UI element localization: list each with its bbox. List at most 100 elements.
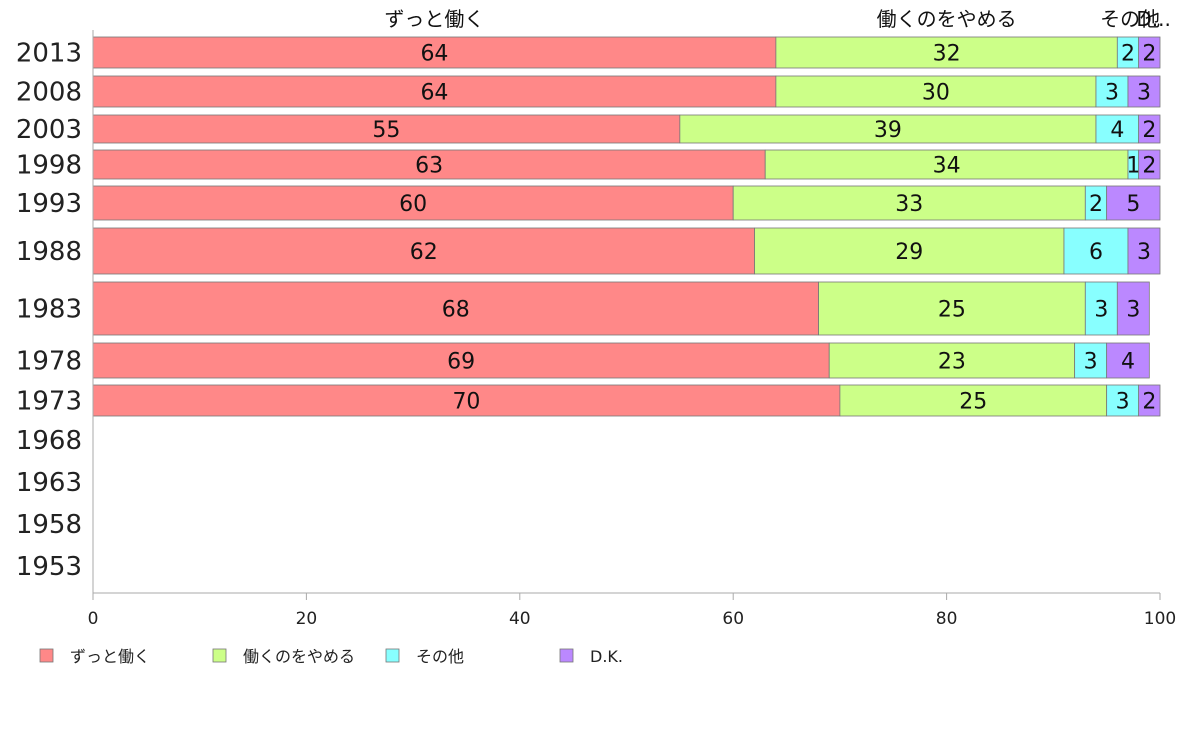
- bar-segment: [92, 149, 766, 180]
- data-label: 39: [874, 118, 902, 143]
- data-label: 2: [1142, 390, 1156, 415]
- bar-segment: [92, 281, 819, 336]
- data-label: 3: [1137, 240, 1151, 265]
- x-tick-label: 40: [509, 609, 531, 629]
- bar-segment: [818, 281, 1086, 336]
- bar-segment: [1127, 227, 1161, 275]
- data-label: 4: [1121, 350, 1135, 375]
- data-label: 23: [938, 350, 966, 375]
- bar-segment: [775, 75, 1097, 108]
- bar-segment: [1084, 281, 1118, 336]
- bar-segment: [1106, 384, 1140, 417]
- data-label: 70: [452, 390, 480, 415]
- bar-segment: [1138, 149, 1161, 180]
- bar-segment: [732, 185, 1086, 221]
- year-tick-label: 2013: [16, 39, 82, 69]
- x-tick-label: 60: [722, 609, 744, 629]
- bar-segment: [764, 149, 1129, 180]
- data-label: 33: [895, 192, 923, 217]
- data-label: 62: [410, 240, 438, 265]
- year-tick-label: 1968: [16, 426, 82, 456]
- bar-segment: [1138, 114, 1161, 144]
- year-tick-label: 1953: [16, 552, 82, 582]
- year-tick-label: 1988: [16, 237, 82, 267]
- bar-segment: [1095, 114, 1140, 144]
- data-label: 64: [420, 42, 448, 67]
- year-tick-label: 1963: [16, 468, 82, 498]
- data-label: 5: [1126, 192, 1140, 217]
- bar-segment: [1127, 75, 1161, 108]
- data-label: 3: [1084, 350, 1098, 375]
- data-label: 60: [399, 192, 427, 217]
- bar-segment: [92, 75, 777, 108]
- bar-segment: [92, 114, 681, 144]
- year-tick-label: 1978: [16, 347, 82, 377]
- data-label: 32: [933, 42, 961, 67]
- x-tick-label: 20: [296, 609, 318, 629]
- bar-segment: [1106, 185, 1161, 221]
- x-tick-label: 0: [88, 609, 99, 629]
- bar-segment: [1116, 281, 1150, 336]
- legend-label: D.K.: [590, 647, 623, 666]
- bar-segment: [92, 384, 841, 417]
- bar-segment: [775, 36, 1118, 69]
- bar-segment: [92, 36, 777, 69]
- data-label: 25: [938, 298, 966, 323]
- top-series-label: 働くのをやめる: [877, 7, 1017, 31]
- top-series-label: ずっと働く: [384, 7, 484, 31]
- bar-segment: [839, 384, 1108, 417]
- bar-segment: [1074, 342, 1108, 379]
- data-label: 64: [420, 81, 448, 106]
- data-label: 2: [1142, 118, 1156, 143]
- data-label: 69: [447, 350, 475, 375]
- x-tick-label: 80: [936, 609, 958, 629]
- data-label: 3: [1126, 298, 1140, 323]
- data-label: 3: [1137, 81, 1151, 106]
- data-label: 2: [1142, 42, 1156, 67]
- x-tick-label: 100: [1144, 609, 1176, 629]
- year-tick-label: 2008: [16, 78, 82, 108]
- bar-segment: [1138, 384, 1161, 417]
- data-label: 30: [922, 81, 950, 106]
- data-label: 4: [1110, 118, 1124, 143]
- year-tick-label: 1973: [16, 387, 82, 417]
- top-series-label: その他: [1100, 7, 1160, 31]
- legend-swatch: [559, 648, 574, 663]
- data-label: 1: [1126, 154, 1140, 179]
- legend-label: ずっと働く: [70, 647, 150, 666]
- year-tick-label: 1993: [16, 189, 82, 219]
- legend-label: その他: [416, 647, 464, 666]
- legend-swatch: [385, 648, 400, 663]
- bar-segment: [92, 342, 830, 379]
- data-label: 3: [1094, 298, 1108, 323]
- top-series-label: D...: [1136, 7, 1170, 31]
- data-label: 2: [1089, 192, 1103, 217]
- year-tick-label: 1998: [16, 151, 82, 181]
- bar-segment: [1095, 75, 1129, 108]
- data-label: 68: [442, 298, 470, 323]
- data-label: 2: [1142, 154, 1156, 179]
- legend-label: 働くのをやめる: [243, 647, 355, 666]
- data-label: 3: [1105, 81, 1119, 106]
- data-label: 34: [933, 154, 961, 179]
- data-label: 29: [895, 240, 923, 265]
- bar-segment: [754, 227, 1065, 275]
- year-tick-label: 1958: [16, 510, 82, 540]
- bar-segment: [1106, 342, 1150, 379]
- data-label: 25: [959, 390, 987, 415]
- data-label: 55: [372, 118, 400, 143]
- bar-segment: [1138, 36, 1161, 69]
- bar-segment: [679, 114, 1097, 144]
- data-label: 3: [1116, 390, 1130, 415]
- legend-swatch: [39, 648, 54, 663]
- bar-segment: [828, 342, 1076, 379]
- data-label: 6: [1089, 240, 1103, 265]
- bar-segment: [1063, 227, 1129, 275]
- data-label: 63: [415, 154, 443, 179]
- year-tick-label: 2003: [16, 115, 82, 145]
- year-tick-label: 1983: [16, 295, 82, 325]
- legend-swatch: [212, 648, 227, 663]
- bar-segment: [92, 185, 734, 221]
- data-label: 2: [1121, 42, 1135, 67]
